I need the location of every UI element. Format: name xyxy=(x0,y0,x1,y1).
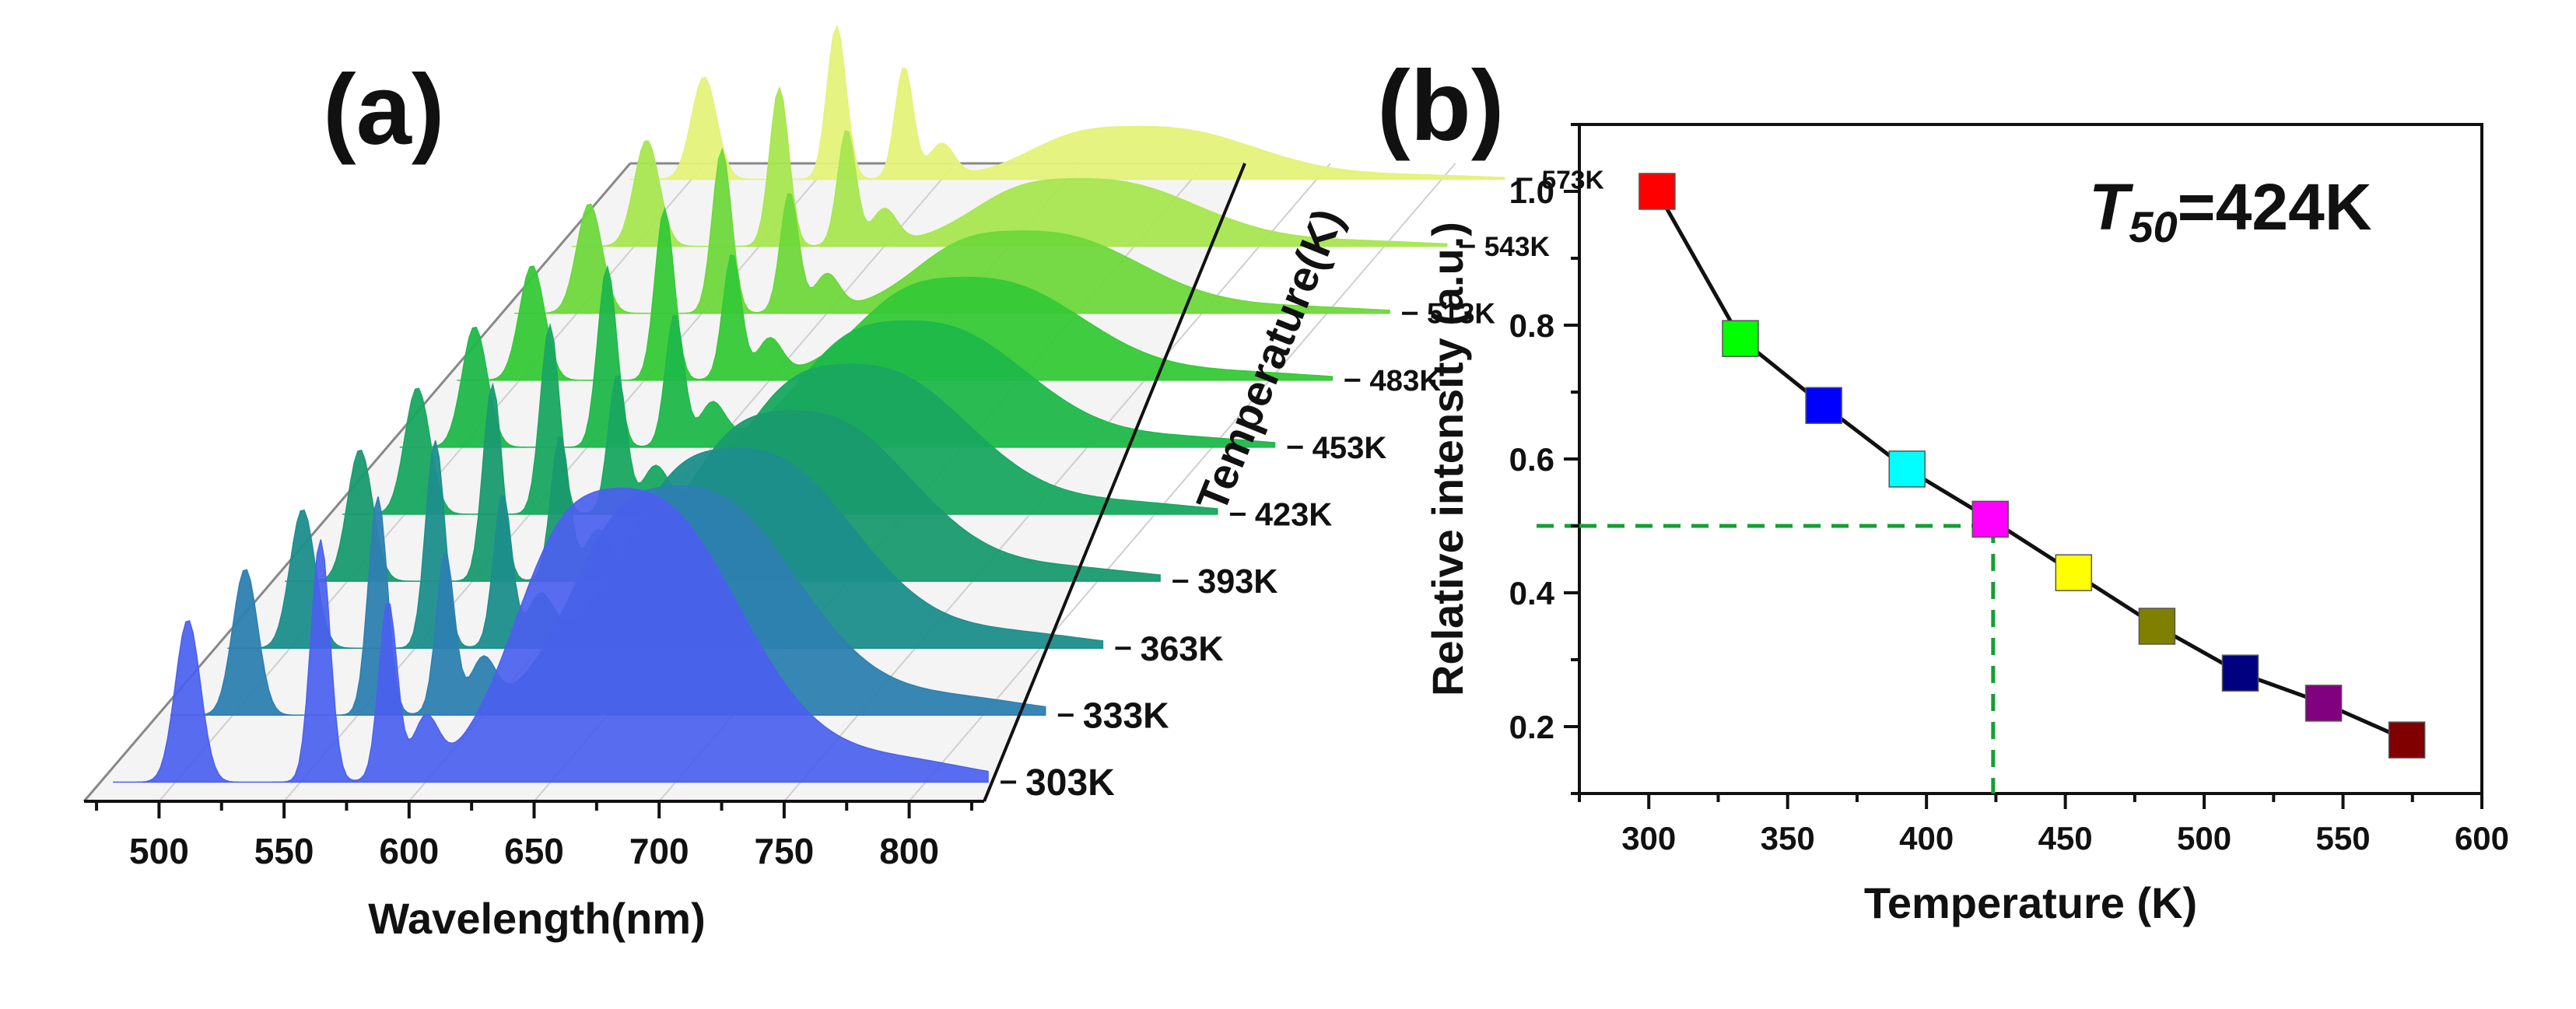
temp-tick-label: 393K xyxy=(1197,563,1277,601)
y-tick-label-b: 0.6 xyxy=(1509,441,1554,478)
t50-symbol: T xyxy=(2089,170,2134,243)
panel-b-scatter-chart: (b) 300 350 400 450 500 550 600 0.2 0.4 0.6 0.8 1.… xyxy=(1377,51,2509,927)
data-point-393K xyxy=(1888,450,1926,488)
temp-tick-label: 543K xyxy=(1484,232,1551,262)
x-tick-label-b: 500 xyxy=(2177,820,2231,857)
temp-tick-label: 423K xyxy=(1255,496,1332,533)
y-tick-label-b: 0.8 xyxy=(1509,307,1554,344)
data-point-423K xyxy=(1971,500,2009,538)
intensity-line xyxy=(1655,190,2408,742)
panel-a-waterfall-chart: (a) 500 550 600 650 700 750 800 303K 333K 363K 39… xyxy=(82,24,1604,943)
temp-tick-label: 483K xyxy=(1369,364,1441,398)
data-point-543K xyxy=(2304,685,2343,722)
y-axis-ticks-b: 0.2 0.4 0.6 0.8 1.0 xyxy=(1509,123,1579,795)
x-tick-label-b: 450 xyxy=(2038,820,2093,857)
x-tick-label-b: 400 xyxy=(1899,820,1954,857)
x-axis-title-b: Temperature (K) xyxy=(1864,878,2197,927)
temp-tick-label: 453K xyxy=(1313,431,1387,465)
floor-gridline xyxy=(908,163,1456,802)
temp-tick-label: 363K xyxy=(1140,629,1223,668)
x-axis-ticks-a: 500 550 600 650 700 750 800 xyxy=(95,801,973,871)
panel-b-label: (b) xyxy=(1377,51,1504,162)
x-axis-title-a: Wavelength(nm) xyxy=(368,894,705,943)
t50-value: =424K xyxy=(2178,170,2372,243)
data-point-303K xyxy=(1638,173,1676,210)
intensity-series xyxy=(1638,173,2426,759)
x-tick-label-a: 650 xyxy=(504,831,564,871)
t50-subscript: 50 xyxy=(2129,202,2177,251)
data-point-513K xyxy=(2221,654,2259,692)
x-tick-label-a: 700 xyxy=(629,831,689,871)
panel-a-label: (a) xyxy=(323,54,444,166)
data-point-363K xyxy=(1805,387,1842,424)
x-tick-label-b: 600 xyxy=(2455,820,2509,857)
spectrum-slice-303K xyxy=(113,487,989,783)
t50-annotation: T50=424K xyxy=(2089,170,2371,251)
y-tick-label-b: 0.2 xyxy=(1509,709,1554,745)
x-axis-ticks-b: 300 350 400 450 500 550 600 xyxy=(1578,794,2509,857)
x-tick-label-a: 600 xyxy=(379,831,439,871)
temp-tick-label: 513K xyxy=(1427,298,1495,330)
x-tick-label-b: 300 xyxy=(1621,820,1676,857)
y-tick-label-b: 0.4 xyxy=(1509,575,1555,611)
y-axis-title-b: Relative intensity (a.u.) xyxy=(1423,222,1472,696)
x-tick-label-a: 800 xyxy=(879,831,939,871)
x-tick-label-b: 350 xyxy=(1761,820,1815,857)
x-tick-label-b: 550 xyxy=(2315,820,2370,857)
temp-tick-label: 333K xyxy=(1083,695,1169,736)
waterfall-slices xyxy=(113,24,1505,783)
y-tick-label-b: 1.0 xyxy=(1509,173,1554,210)
z-axis-title-a: Temperature(K) xyxy=(1186,202,1352,518)
data-point-483K xyxy=(2138,608,2176,645)
x-tick-label-a: 500 xyxy=(129,831,189,871)
t50-guide-lines xyxy=(1537,524,1996,794)
data-point-333K xyxy=(1722,320,1759,357)
data-point-573K xyxy=(2388,721,2426,759)
z-axis-line-a xyxy=(983,163,1246,802)
x-tick-label-a: 750 xyxy=(755,831,815,871)
x-tick-label-a: 550 xyxy=(254,831,314,871)
spectrum-slice-573K xyxy=(629,24,1505,180)
data-point-453K xyxy=(2055,554,2093,591)
temp-tick-label: 303K xyxy=(1025,762,1115,804)
